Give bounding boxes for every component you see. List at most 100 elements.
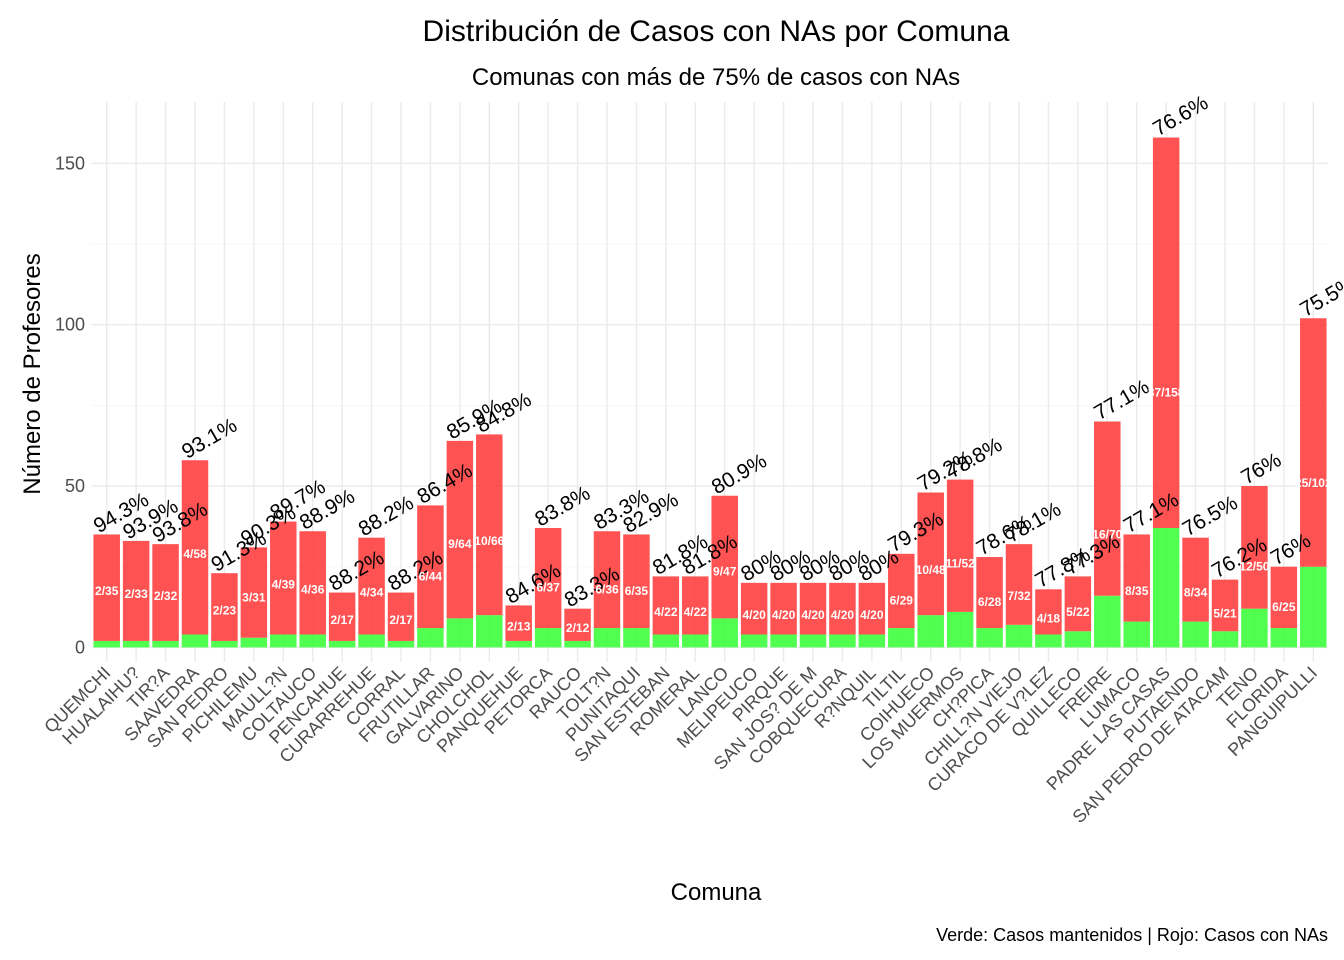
bar-count-label: 2/33 [124,587,148,601]
x-axis-title: Comuna [671,879,762,906]
bar-percent-label: 84.8% [472,388,535,438]
bar-segment-kept [917,615,944,648]
bar-segment-kept [181,634,209,648]
bar-count-label: 4/58 [183,547,207,561]
bar-count-label: 6/28 [978,595,1002,609]
bar-segment-na [240,547,268,638]
bar-segment-kept [446,618,474,648]
bar-segment-na [270,521,297,635]
bar-segment-na [122,540,150,641]
bar-percent-label: 88.2% [355,491,418,541]
bar-segment-na [1270,566,1298,629]
bar-segment-kept [740,634,768,648]
bars [93,137,1327,648]
bar-percent-label: 83.8% [531,482,594,532]
bar-percent-label: 93.1% [178,414,241,464]
y-axis-title: Número de Profesores [19,253,46,494]
bar-percent-label: 75.5% [1296,272,1344,322]
bar-count-label: 2/23 [213,603,237,617]
bar-segment-kept [623,628,650,648]
bar-segment-kept [387,640,415,648]
bar-segment-kept [270,634,297,648]
bar-count-label: 4/18 [1037,611,1061,625]
bar-segment-kept [888,628,915,648]
bar-segment-na [1211,579,1239,632]
bar-segment-kept [211,640,238,648]
bar-count-label: 9/64 [448,537,472,551]
bar-percent-label: 78.8% [943,433,1006,483]
bar-segment-kept [1241,608,1268,648]
bar-segment-na [328,592,356,641]
bar-count-label: 3/31 [242,590,266,604]
bar-segment-na [799,582,827,635]
bar-count-label: 4/39 [272,577,296,591]
bar-count-label: 8/34 [1184,586,1208,600]
y-tick-label: 0 [75,637,85,657]
chart-subtitle: Comunas con más de 75% de casos con NAs [472,64,960,91]
bar-segment-na [888,553,915,629]
bar-count-label: 2/13 [507,619,531,633]
bar-segment-kept [652,634,680,648]
bar-count-label: 8/35 [1125,584,1149,598]
bar-segment-kept [505,640,532,648]
bar-segment-kept [299,634,326,648]
bar-segment-kept [358,634,385,648]
bar-segment-na [299,531,326,635]
bar-count-label: 6/44 [419,569,443,583]
bar-count-label: 5/22 [1066,605,1090,619]
bar-segment-kept [152,640,179,648]
bar-segment-na [1241,486,1268,609]
bar-segment-na [711,495,738,619]
bar-segment-na [446,440,474,619]
bar-segment-kept [682,634,709,648]
bar-segment-na [1300,318,1327,567]
bar-segment-kept [93,640,120,648]
bar-segment-na [946,479,974,612]
bar-count-label: 6/36 [595,582,619,596]
bar-count-label: 4/20 [801,608,825,622]
bar-percent-label: 76% [1237,448,1285,489]
bar-segment-na [387,592,415,641]
bar-segment-kept [534,628,562,648]
bar-segment-na [1035,589,1062,635]
bar-segment-kept [770,634,797,648]
bar-segment-kept [946,611,974,648]
bar-segment-na [1182,537,1209,622]
bar-segment-na [917,492,944,616]
bar-count-label: 2/17 [330,613,354,627]
bar-segment-kept [858,634,886,648]
bar-segment-na [417,505,444,629]
bar-segment-kept [1094,595,1121,648]
bar-segment-na [211,573,238,641]
bar-segment-kept [1300,566,1327,648]
bar-count-label: 5/21 [1213,607,1237,621]
bar-segment-na [976,557,1003,629]
bar-segment-na [740,582,768,635]
bar-segment-na [181,460,209,635]
bar-segment-na [358,537,385,635]
bar-count-label: 4/20 [772,608,796,622]
bar-segment-kept [1123,621,1150,648]
bar-count-label: 2/12 [566,621,590,635]
bar-count-label: 2/17 [389,613,413,627]
bar-segment-kept [1182,621,1209,648]
y-axis-ticks: 0 50 100 150 [55,153,85,657]
bar-percent-label: 80.9% [708,449,771,499]
bar-segment-na [1064,576,1092,632]
bar-segment-na [1123,534,1150,622]
bar-segment-na [152,544,179,641]
bar-count-label: 4/22 [684,605,708,619]
bar-segment-kept [476,615,503,648]
bar-count-label: 4/34 [360,586,384,600]
chart-caption: Verde: Casos mantenidos | Rojo: Casos co… [936,925,1328,945]
bar-count-label: 6/35 [625,584,649,598]
bar-segment-kept [1035,634,1062,648]
bar-segment-kept [1270,628,1298,648]
bar-segment-na [829,582,856,635]
bar-count-label: 4/20 [831,608,855,622]
bar-segment-kept [711,618,738,648]
bar-segment-kept [1211,631,1239,648]
bar-count-label: 10/48 [916,563,946,577]
